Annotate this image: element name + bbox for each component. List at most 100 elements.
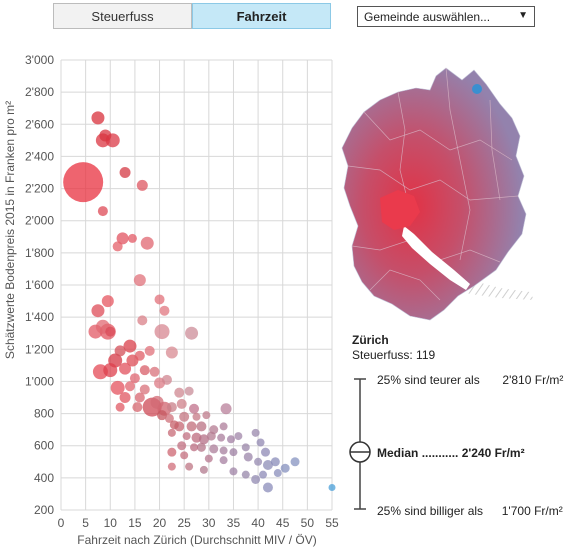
data-point xyxy=(157,410,168,421)
y-tick-label: 400 xyxy=(34,471,54,485)
data-point xyxy=(119,167,131,178)
data-point xyxy=(179,411,190,422)
data-point xyxy=(196,442,206,452)
tab-fahrzeit[interactable]: Fahrzeit xyxy=(192,3,331,29)
data-point xyxy=(127,233,137,243)
x-tick-label: 5 xyxy=(82,516,89,530)
data-point xyxy=(198,434,209,445)
data-point xyxy=(150,395,164,409)
municipality-border xyxy=(369,269,441,301)
y-tick-label: 2'600 xyxy=(25,117,54,131)
median-value: 2'240 Fr/m² xyxy=(461,446,525,460)
data-point xyxy=(280,463,290,473)
data-point xyxy=(273,469,282,478)
lower-quartile-row: 25% sind billiger als 1'700 Fr/m² xyxy=(377,504,563,518)
upper-quartile-value: 2'810 Fr/m² xyxy=(502,373,564,387)
data-point xyxy=(241,470,250,479)
x-tick-label: 55 xyxy=(325,516,339,530)
x-axis-title: Fahrzeit nach Zürich (Durchschnitt MIV /… xyxy=(77,533,316,547)
y-tick-label: 1'600 xyxy=(25,278,54,292)
data-point xyxy=(229,467,238,476)
data-point xyxy=(259,470,268,479)
data-point xyxy=(123,339,137,353)
data-point xyxy=(169,420,179,430)
data-point xyxy=(137,315,148,326)
y-axis-title: Schätzwerte Bodenpreis 2015 in Franken p… xyxy=(3,101,17,359)
data-point xyxy=(217,433,226,442)
x-tick-label: 0 xyxy=(58,516,65,530)
canton-map[interactable] xyxy=(341,67,534,321)
data-point xyxy=(103,363,118,378)
data-point xyxy=(115,402,125,412)
data-point xyxy=(154,294,165,305)
data-point xyxy=(182,432,191,441)
data-point xyxy=(190,443,199,452)
x-tick-label: 20 xyxy=(153,516,167,530)
data-point xyxy=(139,365,150,376)
data-point xyxy=(97,206,108,217)
x-tick-label: 50 xyxy=(301,516,315,530)
data-point xyxy=(139,384,150,395)
data-point xyxy=(226,435,235,444)
tax-label: Steuerfuss: xyxy=(352,348,413,362)
data-point xyxy=(149,366,160,377)
x-tick-label: 25 xyxy=(178,516,192,530)
data-point xyxy=(270,457,280,467)
data-point xyxy=(91,111,105,125)
chevron-down-icon: ▼ xyxy=(518,10,528,21)
data-point xyxy=(119,392,131,403)
y-tick-label: 2'000 xyxy=(25,214,54,228)
selected-municipality-marker xyxy=(472,84,482,94)
data-point xyxy=(133,274,146,287)
data-point xyxy=(177,441,187,451)
data-point xyxy=(159,305,170,316)
data-point xyxy=(164,413,174,423)
x-tick-label: 30 xyxy=(202,516,216,530)
data-point xyxy=(180,451,189,460)
city-zurich-region xyxy=(380,190,420,230)
data-point xyxy=(202,411,211,420)
data-point xyxy=(219,456,228,465)
municipality-border xyxy=(445,67,471,261)
data-point xyxy=(186,421,197,432)
data-point xyxy=(101,295,114,308)
data-point xyxy=(112,241,123,252)
axis-ticks: 2004006008001'0001'2001'4001'6001'8002'0… xyxy=(25,53,339,530)
data-point xyxy=(119,362,132,375)
data-point xyxy=(165,346,178,359)
y-tick-label: 600 xyxy=(34,439,54,453)
data-point xyxy=(262,460,273,470)
municipality-select[interactable]: Gemeinde auswählen... ▼ xyxy=(357,6,535,27)
data-point xyxy=(99,129,112,142)
y-tick-label: 1'000 xyxy=(25,374,54,388)
data-point xyxy=(185,326,199,340)
data-point xyxy=(209,444,219,454)
y-tick-label: 1'200 xyxy=(25,342,54,356)
data-point xyxy=(167,462,176,471)
y-tick-label: 1'800 xyxy=(25,246,54,260)
tab-steuerfuss[interactable]: Steuerfuss xyxy=(53,3,192,29)
data-point xyxy=(174,387,185,398)
data-point xyxy=(91,304,105,318)
data-point xyxy=(206,431,216,441)
municipality-border xyxy=(397,91,411,211)
data-points xyxy=(63,111,336,493)
data-point xyxy=(260,447,270,457)
data-point xyxy=(105,326,116,337)
data-point xyxy=(116,232,129,245)
data-point xyxy=(219,422,228,431)
tax-value: 119 xyxy=(416,348,436,362)
lower-quartile-label: 25% sind billiger als xyxy=(377,504,484,518)
data-point xyxy=(254,457,263,466)
distribution-indicator xyxy=(349,378,371,510)
x-tick-label: 10 xyxy=(104,516,118,530)
data-point xyxy=(290,457,300,467)
data-point xyxy=(134,392,145,403)
municipality-select-label: Gemeinde auswählen... xyxy=(364,9,491,24)
y-tick-label: 2'800 xyxy=(25,85,54,99)
median-row: Median ........... 2'240 Fr/m² xyxy=(377,446,525,460)
data-point xyxy=(167,428,176,437)
data-point xyxy=(328,484,336,491)
data-point xyxy=(243,452,253,462)
